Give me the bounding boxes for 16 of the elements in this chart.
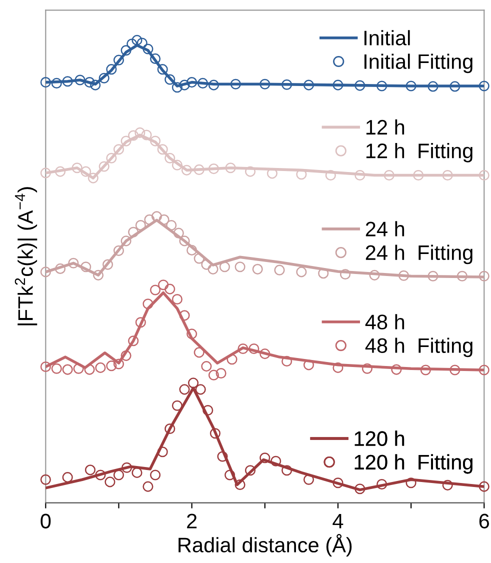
legend-label: 48 h [365,314,404,330]
legend-label: Initial Fitting [364,54,472,74]
x-tick-label: 0 [40,514,51,528]
x-axis-title: Radial distance (Å) [178,534,352,557]
legend-label: 12 h [366,119,404,134]
x-tick-label: 6 [479,514,490,528]
legend-label: 24 h Fitting [366,244,472,264]
legend-label: 120 h [354,430,404,446]
legend-label: 12 h Fitting [366,142,472,162]
y-axis-title: |FTk$^{2}$c(k)| (A$^{−4}$) [14,187,38,326]
x-tick-label: 2 [187,514,197,528]
legend-label: 120 h Fitting [354,454,472,474]
legend-label: Initial [364,30,410,46]
x-tick-label: 4 [332,514,344,528]
legend-label: 24 h [366,221,404,236]
legend-label: 48 h Fitting [365,338,472,358]
